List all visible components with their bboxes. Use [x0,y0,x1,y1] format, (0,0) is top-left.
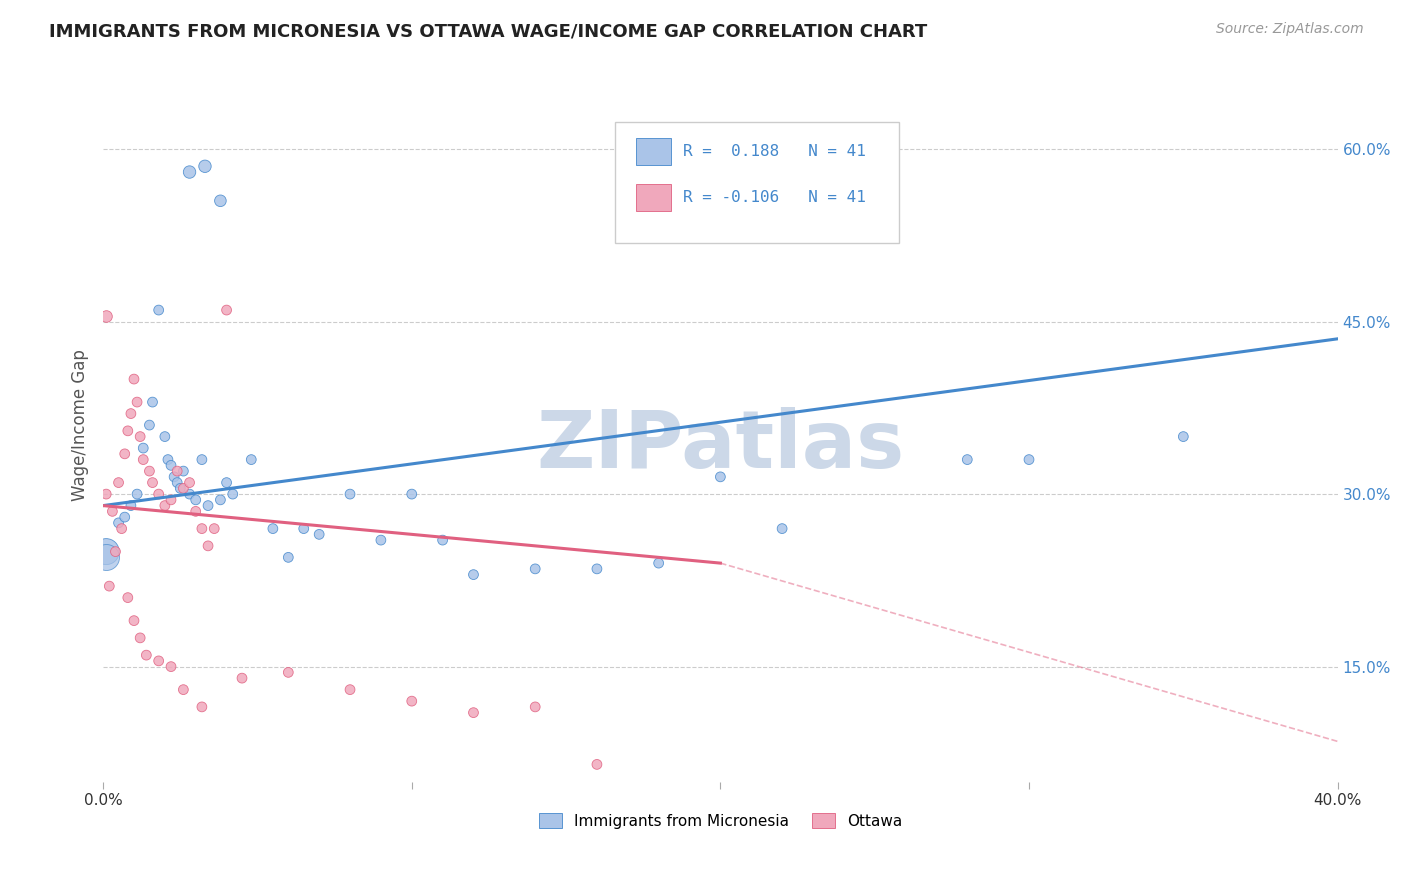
Point [191,522,214,536]
Point [184,492,207,507]
Point [160,458,183,473]
Point [647,556,669,570]
Point [292,522,315,536]
Point [463,567,485,582]
Text: R =  0.188   N = 41: R = 0.188 N = 41 [683,144,866,159]
Point [197,539,219,553]
Point [172,682,194,697]
FancyBboxPatch shape [616,122,900,244]
Point [104,544,127,558]
Point [107,516,129,530]
Y-axis label: Wage/Income Gap: Wage/Income Gap [72,349,89,501]
Point [169,481,191,495]
Legend: Immigrants from Micronesia, Ottawa: Immigrants from Micronesia, Ottawa [533,806,908,835]
Point [114,447,136,461]
Point [463,706,485,720]
Point [117,424,139,438]
Point [129,631,152,645]
Point [166,464,188,478]
Point [120,499,142,513]
Point [770,522,793,536]
Point [98,579,121,593]
Point [524,699,547,714]
Point [401,694,423,708]
Point [166,475,188,490]
Text: ZIPatlas: ZIPatlas [536,408,904,485]
Point [339,682,361,697]
Point [163,470,186,484]
Point [401,487,423,501]
Point [1018,452,1040,467]
Point [240,452,263,467]
Point [277,665,299,680]
Point [586,757,609,772]
Point [114,510,136,524]
Point [141,475,163,490]
Point [339,487,361,501]
Point [148,303,170,318]
Point [215,475,238,490]
Point [209,194,232,208]
Point [125,487,148,501]
Point [96,550,118,565]
Point [101,504,124,518]
Point [709,470,731,484]
Point [956,452,979,467]
Point [148,654,170,668]
Point [135,648,157,662]
Point [138,418,160,433]
Point [432,533,454,548]
Point [160,659,183,673]
Point [586,562,609,576]
Point [120,407,142,421]
Point [96,544,118,558]
Point [308,527,330,541]
Point [370,533,392,548]
Point [209,492,232,507]
Point [172,464,194,478]
Point [179,165,201,179]
Point [191,452,214,467]
Point [96,487,118,501]
Point [107,475,129,490]
Point [191,699,214,714]
Point [156,452,179,467]
Point [129,429,152,443]
Point [122,614,145,628]
Point [222,487,245,501]
Point [262,522,284,536]
Point [197,499,219,513]
Point [111,522,134,536]
Point [172,481,194,495]
Point [179,475,201,490]
Point [153,499,176,513]
Text: R = -0.106   N = 41: R = -0.106 N = 41 [683,190,866,205]
Point [132,452,155,467]
Point [160,492,183,507]
Bar [637,137,671,165]
Point [117,591,139,605]
Point [153,429,176,443]
Point [138,464,160,478]
Point [184,504,207,518]
Point [194,159,217,173]
Point [231,671,253,685]
Point [96,309,118,323]
Point [125,395,148,409]
Point [141,395,163,409]
Text: Source: ZipAtlas.com: Source: ZipAtlas.com [1216,22,1364,37]
Point [132,441,155,455]
Point [148,487,170,501]
Point [277,550,299,565]
Point [524,562,547,576]
Text: IMMIGRANTS FROM MICRONESIA VS OTTAWA WAGE/INCOME GAP CORRELATION CHART: IMMIGRANTS FROM MICRONESIA VS OTTAWA WAG… [49,22,928,40]
Point [122,372,145,386]
Point [1173,429,1195,443]
Bar [637,184,671,211]
Point [179,487,201,501]
Point [202,522,225,536]
Point [215,303,238,318]
